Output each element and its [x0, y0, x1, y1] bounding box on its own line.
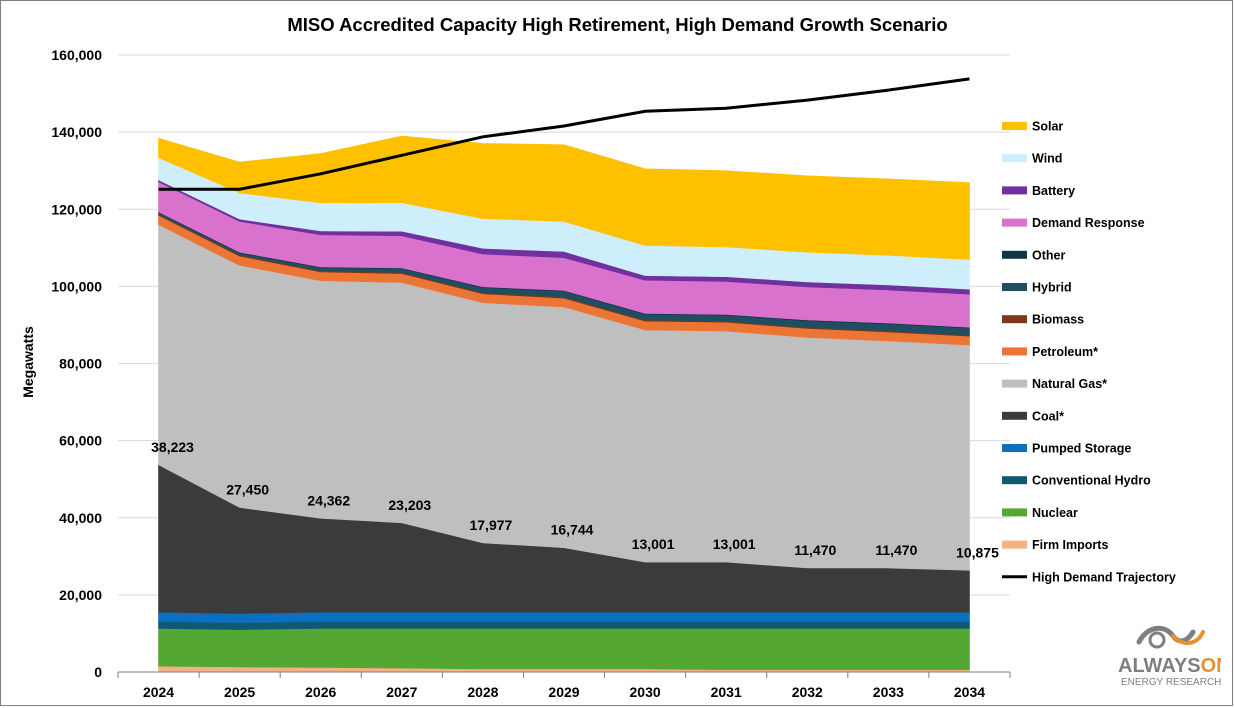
legend-item-pumped-storage: Pumped Storage — [1002, 442, 1131, 456]
x-tick-label: 2032 — [792, 684, 823, 700]
legend-swatch — [1002, 379, 1027, 388]
x-tick-label: 2030 — [630, 684, 661, 700]
y-tick-label: 140,000 — [51, 124, 102, 140]
x-tick-label: 2029 — [548, 684, 579, 700]
legend-swatch — [1002, 283, 1027, 291]
legend-item-solar: Solar — [1002, 120, 1063, 134]
line-high-demand-trajectory — [158, 77, 970, 191]
x-tick-label: 2025 — [224, 684, 255, 700]
y-tick-label: 40,000 — [59, 510, 102, 526]
legend-item-natural-gas: Natural Gas* — [1002, 377, 1107, 391]
legend-label: Pumped Storage — [1032, 442, 1131, 456]
legend-item-wind: Wind — [1002, 152, 1062, 166]
legend-item-biomass: Biomass — [1002, 313, 1084, 327]
legend-label: Nuclear — [1032, 506, 1078, 520]
coal-data-label: 13,001 — [713, 536, 756, 552]
legend-item-nuclear: Nuclear — [1002, 506, 1078, 520]
y-tick-label: 60,000 — [59, 433, 102, 449]
y-tick-label: 120,000 — [51, 201, 102, 217]
x-tick-label: 2033 — [873, 684, 904, 700]
axes: 0 20,000 40,000 60,000 80,000 100,000 120,000 1… — [51, 47, 1011, 700]
svg-text:ALWAYSON: ALWAYSON — [1118, 655, 1221, 677]
legend-item-conventional-hydro: Conventional Hydro — [1002, 474, 1151, 488]
logo-text-always: ALWAYS — [1118, 655, 1201, 677]
data-labels: 38,223 27,450 24,362 23,203 17,977 16,744 13,0… — [151, 439, 999, 560]
x-tick-label: 2024 — [143, 684, 174, 700]
area-pumped-storage — [158, 611, 970, 623]
legend-item-demand-response: Demand Response — [1002, 216, 1145, 230]
legend-swatch — [1002, 122, 1027, 130]
x-tick-label: 2031 — [711, 684, 742, 700]
coal-data-label: 38,223 — [151, 439, 194, 455]
chart-title: MISO Accredited Capacity High Retirement… — [287, 14, 948, 35]
y-tick-label: 80,000 — [59, 356, 102, 372]
legend-label: Battery — [1032, 184, 1075, 198]
legend-item-firm-imports: Firm Imports — [1002, 538, 1108, 552]
coal-data-label: 13,001 — [632, 536, 675, 552]
legend-label: High Demand Trajectory — [1032, 570, 1176, 584]
legend-swatch — [1002, 154, 1027, 163]
legend-item-other: Other — [1002, 248, 1065, 262]
legend-swatch — [1002, 250, 1027, 259]
legend: Solar Wind Battery Demand Response Other Hybr… — [1002, 120, 1176, 584]
coal-data-label: 17,977 — [469, 517, 512, 533]
legend-swatch — [1002, 218, 1027, 227]
coal-data-label: 16,744 — [551, 522, 594, 538]
legend-label: Hybrid — [1032, 281, 1072, 295]
stacked-areas — [158, 135, 970, 673]
legend-swatch — [1002, 476, 1027, 485]
legend-label: Solar — [1032, 120, 1063, 134]
legend-label: Wind — [1032, 152, 1062, 166]
legend-label: Petroleum* — [1032, 345, 1098, 359]
legend-item-hybrid: Hybrid — [1002, 281, 1072, 295]
y-tick-label: 0 — [94, 664, 102, 680]
area-solar — [158, 135, 970, 260]
y-tick-label: 160,000 — [51, 47, 102, 63]
y-tick-label: 20,000 — [59, 587, 102, 603]
x-tick-label: 2027 — [386, 684, 417, 700]
legend-item-battery: Battery — [1002, 184, 1075, 198]
legend-swatch — [1002, 444, 1027, 452]
legend-item-high-demand-trajectory: High Demand Trajectory — [1002, 570, 1176, 584]
coal-data-label: 23,203 — [388, 497, 431, 513]
legend-label: Demand Response — [1032, 216, 1145, 230]
logo-subtitle: ENERGY RESEARCH — [1121, 677, 1221, 688]
alwayson-logo: ALWAYSON ENERGY RESEARCH — [1118, 625, 1221, 688]
legend-label: Biomass — [1032, 313, 1084, 327]
coal-data-label: 11,470 — [794, 542, 836, 558]
legend-label: Other — [1032, 248, 1065, 262]
legend-label: Natural Gas* — [1032, 377, 1107, 391]
legend-swatch — [1002, 186, 1027, 195]
coal-data-label: 11,470 — [875, 542, 917, 558]
legend-label: Firm Imports — [1032, 538, 1108, 552]
legend-swatch — [1002, 315, 1027, 324]
coal-data-label: 10,875 — [956, 544, 999, 560]
legend-item-coal: Coal* — [1002, 409, 1064, 423]
y-axis-title: Megawatts — [20, 326, 36, 398]
area-conventional-hydro — [158, 621, 970, 630]
demand-line — [158, 77, 970, 191]
x-tick-label: 2028 — [467, 684, 498, 700]
legend-swatch — [1002, 508, 1027, 517]
legend-swatch — [1002, 411, 1027, 420]
legend-swatch — [1002, 540, 1027, 549]
logo-swirl-icon — [1136, 625, 1205, 649]
area-nuclear — [158, 628, 970, 670]
coal-data-label: 27,450 — [226, 482, 269, 498]
legend-item-petroleum: Petroleum* — [1002, 345, 1098, 359]
legend-label: Coal* — [1032, 409, 1064, 423]
logo-text-on: ON — [1201, 655, 1221, 677]
y-tick-label: 100,000 — [51, 278, 102, 294]
legend-label: Conventional Hydro — [1032, 474, 1151, 488]
coal-data-label: 24,362 — [307, 492, 350, 508]
x-tick-label: 2034 — [954, 684, 985, 700]
x-tick-label: 2026 — [305, 684, 336, 700]
legend-swatch — [1002, 347, 1027, 356]
